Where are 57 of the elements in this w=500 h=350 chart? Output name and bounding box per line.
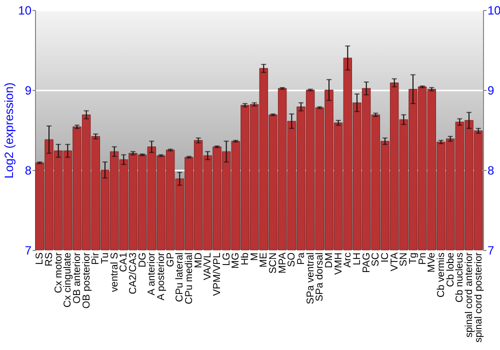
x-tick-label: LH — [352, 252, 363, 266]
x-tick-label: Pir — [90, 252, 102, 265]
x-tick-label: CPu lateral — [174, 252, 186, 302]
x-tick-label: OB anterior — [72, 252, 83, 304]
y2-tick-label: 7 — [488, 244, 494, 258]
x-tick-label: IC — [380, 252, 391, 262]
y2-tick-label: 8 — [488, 164, 494, 178]
x-tick-label: CA1 — [118, 252, 130, 272]
y2-tick-label: 9 — [488, 84, 494, 98]
x-tick-label: A posterior — [156, 252, 167, 300]
x-tick-label: SC — [370, 252, 382, 266]
x-tick-label: OB posterior — [81, 252, 92, 309]
x-tick-label: Cb vermis — [436, 252, 447, 298]
x-tick-label: spinal cord anterior — [464, 252, 475, 338]
x-tick-label: Hb — [240, 252, 251, 266]
x-tick-label: LG — [221, 252, 232, 266]
x-tick-label: Cx cingulate — [62, 252, 74, 308]
x-tick-label: ventral S — [109, 252, 120, 292]
x-tick-label: RS — [44, 252, 55, 266]
x-tick-label: PAG — [361, 252, 372, 273]
y-tick-label: 7 — [24, 244, 32, 258]
x-tick-label: Arc — [342, 252, 354, 268]
y2-tick-label: 10 — [488, 4, 500, 18]
x-tick-label: CPu medial — [184, 252, 195, 304]
x-tick-label: DM — [324, 252, 335, 268]
x-tick-label: SO — [286, 252, 298, 267]
x-tick-label: SCN — [268, 252, 279, 274]
x-tick-label: VA/VL — [202, 252, 214, 280]
x-tick-label: SN — [398, 252, 410, 266]
x-tick-label: CA2/CA3 — [128, 252, 139, 294]
x-tick-label: GP — [165, 252, 176, 267]
x-tick-label: Pa — [296, 252, 307, 265]
x-tick-label: M — [249, 252, 260, 261]
x-tick-label: Tu — [100, 252, 111, 264]
x-tick-label: MPA — [277, 252, 288, 274]
x-tick-label: SPa ventral — [305, 252, 316, 304]
x-tick-label: MD — [193, 252, 204, 268]
x-tick-label: Pn — [417, 252, 428, 265]
x-tick-label: SPa dorsal — [314, 252, 326, 302]
x-tick-label: MG — [230, 252, 242, 269]
y-tick-label: 10 — [18, 4, 32, 18]
y-tick-label: 8 — [24, 164, 32, 178]
x-tick-label: DG — [137, 252, 148, 268]
y-tick-label: 9 — [24, 84, 32, 98]
x-tick-label: A anterior — [146, 252, 158, 296]
x-tick-label: LS — [34, 252, 46, 265]
x-tick-label: Cx motor — [53, 252, 64, 294]
x-tick-label: spinal cord posterior — [473, 252, 484, 343]
x-tick-label: VPM/VPL — [212, 252, 223, 296]
x-tick-label: ME — [258, 252, 270, 268]
y-axis-title: Log2 (expression) — [2, 82, 16, 179]
x-tick-label: Tg — [408, 252, 419, 264]
x-tick-label: Cb lobe — [445, 252, 456, 287]
x-tick-label: VTA — [389, 252, 400, 272]
x-tick-label: VMH — [333, 252, 344, 275]
x-tick-label: Cb nucleus — [454, 252, 466, 303]
x-tick-label: MVe — [426, 252, 438, 273]
